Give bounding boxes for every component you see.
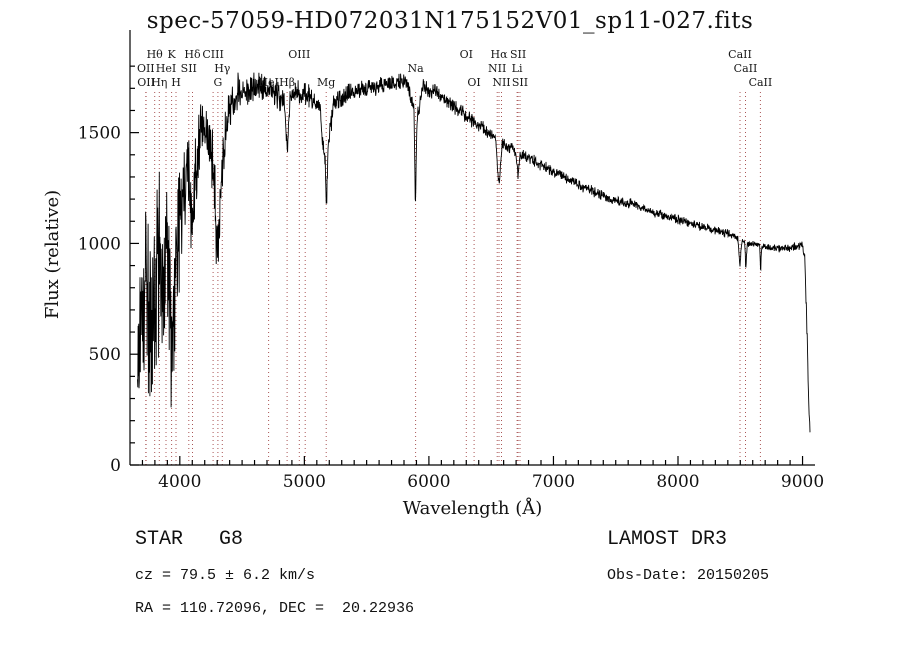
x-axis-label: Wavelength (Å) [403, 497, 543, 519]
svg-text:CaII: CaII [728, 48, 752, 61]
svg-text:OII: OII [137, 62, 155, 75]
svg-text:9000: 9000 [781, 472, 824, 492]
svg-text:500: 500 [89, 345, 121, 365]
svg-text:SII: SII [510, 48, 526, 61]
svg-text:Na: Na [408, 62, 425, 75]
svg-text:SII: SII [181, 62, 197, 75]
svg-text:Hη: Hη [151, 76, 167, 89]
svg-text:CIII: CIII [202, 48, 223, 61]
svg-text:SII: SII [512, 76, 528, 89]
plot-title: spec-57059-HD072031N175152V01_sp11-027.f… [146, 8, 754, 34]
redshift-velocity-label: cz = 79.5 ± 6.2 km/s [135, 567, 316, 584]
spectral-line-markers [145, 92, 761, 465]
svg-text:Hγ: Hγ [214, 62, 231, 75]
obs-date-label: Obs-Date: 20150205 [607, 567, 770, 584]
svg-text:HeI: HeI [258, 76, 278, 89]
svg-text:HeI: HeI [156, 62, 176, 75]
svg-text:K: K [167, 48, 176, 61]
svg-text:8000: 8000 [656, 472, 699, 492]
svg-text:NII: NII [488, 62, 506, 75]
svg-text:CaII: CaII [749, 76, 773, 89]
svg-text:CaII: CaII [734, 62, 758, 75]
tick-labels: 0 500 1000 1500 4000 5000 6000 7000 8000 9000 [78, 124, 824, 492]
svg-text:6000: 6000 [407, 472, 450, 492]
svg-text:H: H [171, 76, 181, 89]
svg-text:7000: 7000 [532, 472, 575, 492]
coordinates-label: RA = 110.72096, DEC = 20.22936 [135, 600, 415, 617]
svg-text:Li: Li [512, 62, 523, 75]
svg-text:5000: 5000 [283, 472, 326, 492]
svg-text:OII: OII [137, 76, 155, 89]
svg-text:Hβ: Hβ [279, 76, 295, 89]
svg-text:Hδ: Hδ [184, 48, 201, 61]
object-class-label: STAR G8 [135, 528, 244, 551]
svg-text:G: G [214, 76, 223, 89]
svg-text:OI: OI [467, 76, 480, 89]
svg-text:0: 0 [110, 456, 121, 476]
svg-text:NII: NII [492, 76, 510, 89]
survey-label: LAMOST DR3 [607, 528, 728, 551]
axes [129, 30, 815, 466]
svg-text:Hα: Hα [490, 48, 508, 61]
svg-text:1000: 1000 [78, 234, 121, 254]
svg-text:Hθ: Hθ [147, 48, 164, 61]
spectrum-trace [137, 72, 811, 433]
svg-text:1500: 1500 [78, 124, 121, 144]
svg-text:Mg: Mg [317, 76, 335, 89]
svg-text:OI: OI [460, 48, 473, 61]
svg-text:OIII: OIII [288, 48, 310, 61]
y-axis-label: Flux (relative) [42, 190, 63, 319]
svg-text:4000: 4000 [158, 472, 201, 492]
